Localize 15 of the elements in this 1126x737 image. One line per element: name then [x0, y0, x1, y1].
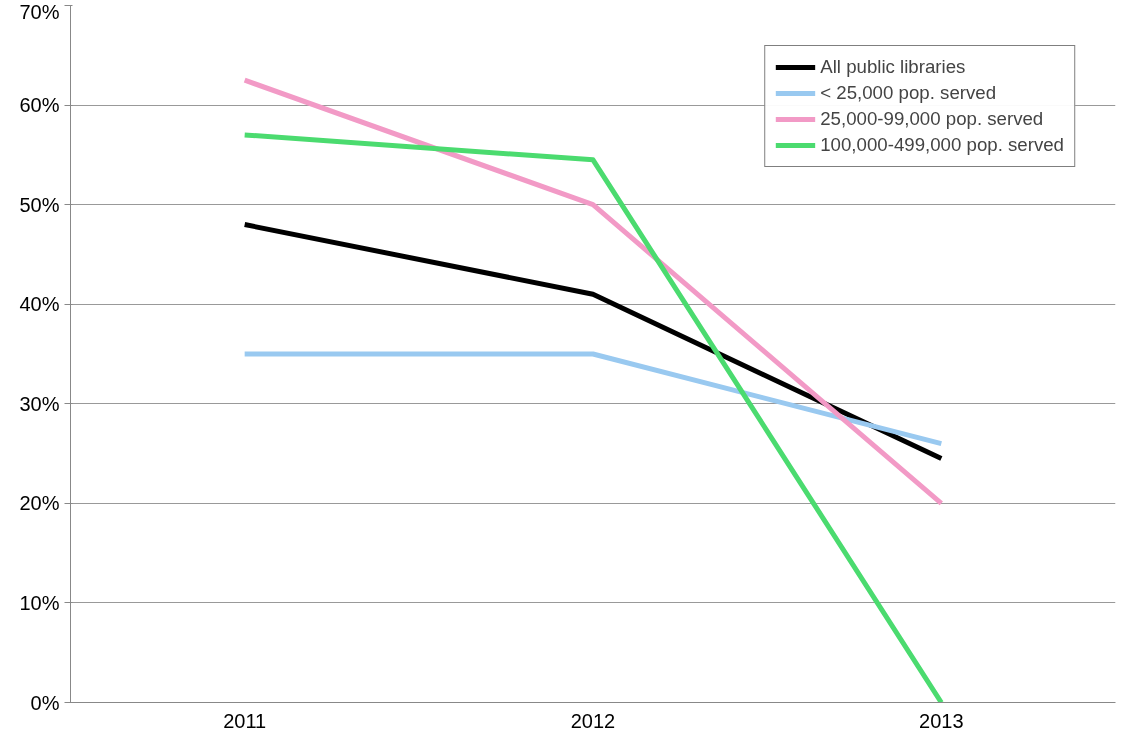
y-tick-label: 30% — [19, 392, 60, 415]
y-tick-label: 0% — [30, 691, 60, 714]
y-tick-label: 50% — [19, 193, 60, 216]
x-tick-label: 2013 — [919, 709, 964, 732]
y-tick-label: 10% — [19, 591, 60, 614]
legend-label: < 25,000 pop. served — [820, 82, 997, 104]
y-tick-label: 40% — [19, 293, 60, 316]
legend-label: All public libraries — [820, 56, 966, 78]
y-tick-label: 70% — [19, 0, 60, 23]
legend-label: 25,000-99,000 pop. served — [820, 108, 1044, 130]
y-tick-label: 20% — [19, 492, 60, 515]
x-tick-label: 2011 — [223, 709, 267, 732]
x-tick-label: 2012 — [570, 709, 616, 732]
legend-label: 100,000-499,000 pop. served — [820, 134, 1064, 156]
y-tick-label: 60% — [19, 94, 60, 117]
